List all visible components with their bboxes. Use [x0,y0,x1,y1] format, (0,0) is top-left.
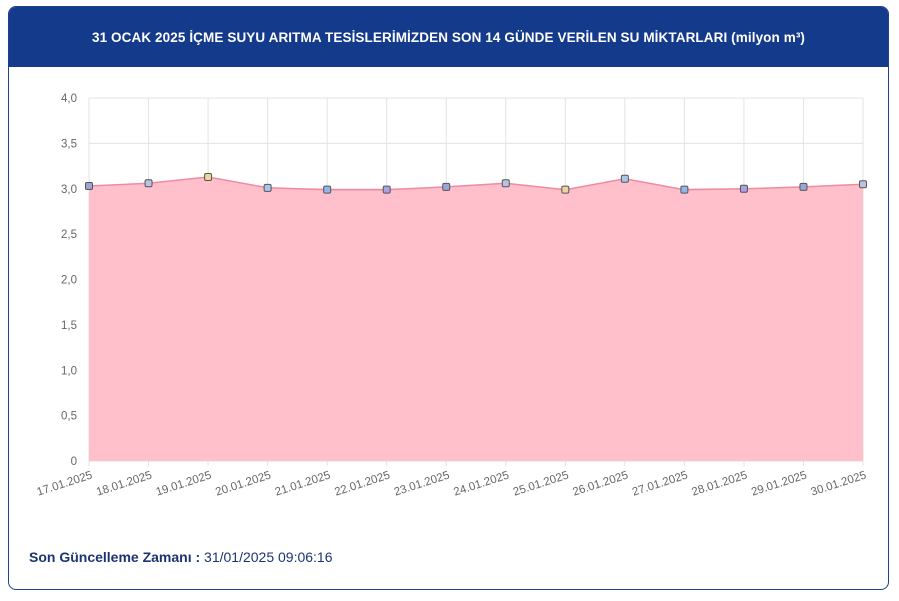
data-point [859,180,867,189]
chart-card: 31 OCAK 2025 İÇME SUYU ARITMA TESİSLERİM… [8,6,889,590]
x-tick-label: 24.01.2025 [452,469,510,498]
data-point [561,185,570,194]
series-line [88,176,864,191]
x-tick-label: 27.01.2025 [631,469,689,498]
data-point [204,172,213,181]
y-tick-label: 0,5 [61,411,77,423]
data-point [501,179,510,188]
x-tick-label: 17.01.2025 [35,469,93,498]
x-tick-label: 18.01.2025 [95,469,153,498]
x-tick-label: 23.01.2025 [393,469,451,498]
data-point [144,179,153,188]
y-tick-label: 3,5 [61,138,77,150]
chart-area: 0 0,5 1,0 1,5 2,0 2,5 3,0 3,5 4,0 17.01.2025 18.01… [9,67,888,527]
x-tick-label: 25.01.2025 [512,469,570,498]
last-update-label: Son Güncelleme Zamanı : [29,549,201,565]
x-tick-label: 30.01.2025 [809,469,867,498]
data-point [263,183,272,192]
x-tick-label: 19.01.2025 [155,469,213,498]
y-tick-label: 2,5 [61,229,77,241]
y-tick-label: 1,0 [61,365,77,377]
water-supply-area-chart: 0 0,5 1,0 1,5 2,0 2,5 3,0 3,5 4,0 17.01.2025 18.01… [35,93,867,499]
x-tick-label: 20.01.2025 [214,469,272,498]
data-point [85,182,93,191]
last-update: Son Güncelleme Zamanı : 31/01/2025 09:06… [29,549,333,565]
area-fill [89,177,863,461]
data-point [680,185,689,194]
x-tick-label: 21.01.2025 [274,469,332,498]
last-update-value: 31/01/2025 09:06:16 [204,549,333,565]
data-point [323,185,332,194]
data-point [799,182,808,191]
data-point [620,174,629,183]
x-tick-label: 22.01.2025 [333,469,391,498]
data-point [382,185,391,194]
y-tick-label: 3,0 [61,184,77,196]
chart-title: 31 OCAK 2025 İÇME SUYU ARITMA TESİSLERİM… [9,7,888,67]
y-tick-label: 4,0 [61,93,77,105]
x-tick-label: 29.01.2025 [750,469,808,498]
x-tick-label: 28.01.2025 [690,469,748,498]
data-point [442,182,451,191]
data-point [739,184,748,193]
y-tick-label: 2,0 [61,275,77,287]
y-tick-label: 0 [71,456,77,468]
y-tick-label: 1,5 [61,320,77,332]
x-tick-label: 26.01.2025 [571,469,629,498]
